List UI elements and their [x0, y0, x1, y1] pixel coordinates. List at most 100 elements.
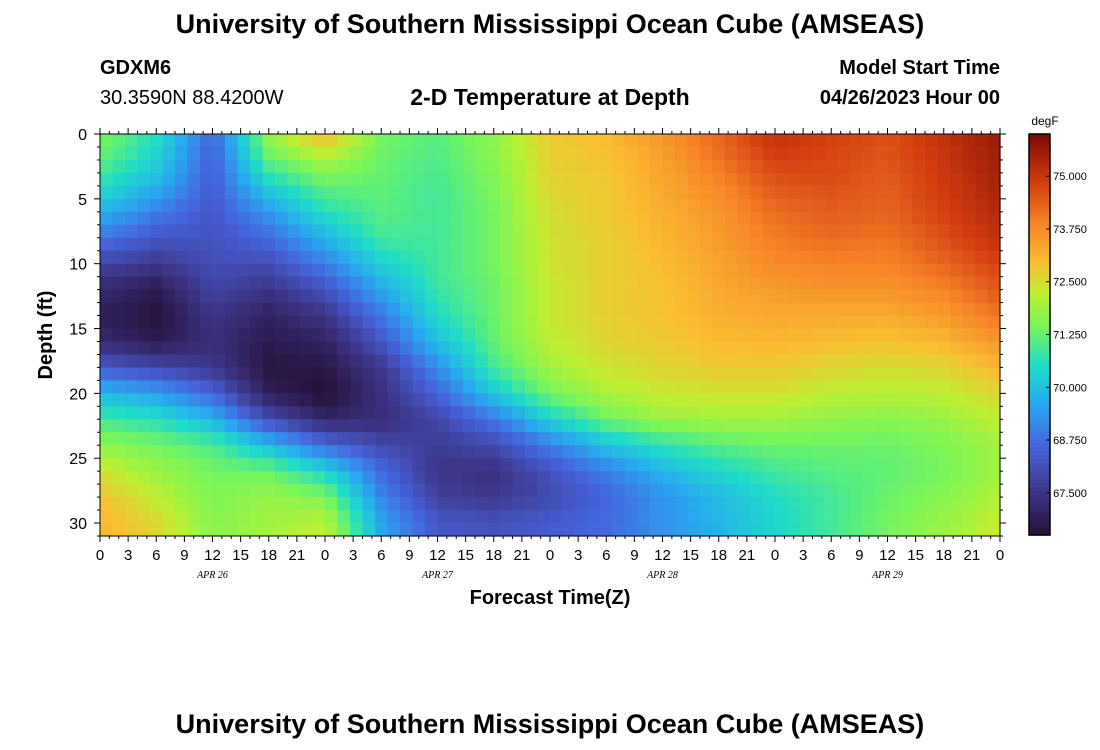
heatmap-cell — [975, 198, 989, 213]
heatmap-cell — [362, 237, 376, 252]
heatmap-cell — [200, 484, 214, 498]
heatmap-cell — [812, 341, 826, 356]
heatmap-cell — [700, 250, 714, 265]
heatmap-cell — [800, 393, 814, 407]
heatmap-cell — [975, 134, 989, 148]
heatmap-cell — [812, 237, 826, 252]
heatmap-cell — [762, 432, 776, 446]
heatmap-cell — [825, 419, 839, 433]
heatmap-cell — [800, 432, 814, 446]
heatmap-cell — [300, 510, 314, 524]
heatmap-cell — [300, 315, 314, 330]
heatmap-cell — [425, 341, 439, 356]
heatmap-cell — [337, 185, 351, 200]
heatmap-cell — [225, 159, 239, 174]
heatmap-cell — [325, 198, 339, 213]
heatmap-cell — [525, 354, 539, 369]
heatmap-cell — [275, 159, 289, 174]
colorbar-swatch — [1029, 430, 1050, 436]
heatmap-cell — [250, 237, 264, 252]
heatmap-cell — [650, 445, 664, 459]
heatmap-cell — [875, 289, 889, 304]
heatmap-cell — [562, 250, 576, 265]
heatmap-cell — [387, 445, 401, 459]
heatmap-cell — [137, 159, 151, 174]
heatmap-cell — [925, 159, 939, 174]
heatmap-cell — [800, 315, 814, 330]
heatmap-cell — [437, 393, 451, 407]
heatmap-cell — [600, 328, 614, 343]
heatmap-cell — [600, 198, 614, 213]
heatmap-cell — [487, 523, 501, 537]
heatmap-cell — [487, 198, 501, 213]
heatmap-cell — [175, 432, 189, 446]
heatmap-cell — [462, 302, 476, 317]
heatmap-cell — [512, 380, 526, 394]
heatmap-cell — [687, 146, 701, 161]
heatmap-cell — [975, 458, 989, 472]
heatmap-cell — [512, 159, 526, 174]
heatmap-cell — [737, 497, 751, 511]
heatmap-cell — [750, 159, 764, 174]
heatmap-cell — [325, 237, 339, 252]
heatmap-cell — [925, 237, 939, 252]
heatmap-cell — [725, 497, 739, 511]
heatmap-cell — [712, 263, 726, 278]
heatmap-cell — [775, 237, 789, 252]
heatmap-cell — [550, 393, 564, 407]
colorbar-swatch — [1029, 302, 1050, 308]
heatmap-cell — [912, 458, 926, 472]
heatmap-cell — [225, 523, 239, 537]
heatmap-cell — [287, 289, 301, 304]
colorbar-swatch — [1029, 414, 1050, 420]
heatmap-cell — [462, 419, 476, 433]
heatmap-cell — [612, 289, 626, 304]
heatmap-cell — [900, 484, 914, 498]
heatmap-cell — [600, 367, 614, 381]
heatmap-cell — [325, 146, 339, 161]
heatmap-cell — [612, 471, 626, 485]
heatmap-cell — [337, 341, 351, 356]
heatmap-cell — [700, 380, 714, 394]
heatmap-cell — [325, 406, 339, 420]
heatmap-cell — [600, 134, 614, 148]
heatmap-cell — [950, 315, 964, 330]
heatmap-cell — [725, 367, 739, 381]
heatmap-cell — [100, 146, 114, 161]
heatmap-cell — [525, 134, 539, 148]
heatmap-cell — [162, 367, 176, 381]
heatmap-cell — [400, 198, 414, 213]
colorbar-swatch — [1029, 334, 1050, 340]
heatmap-cell — [800, 458, 814, 472]
heatmap-cell — [450, 419, 464, 433]
heatmap-cell — [450, 289, 464, 304]
heatmap-cell — [600, 510, 614, 524]
heatmap-cell — [850, 315, 864, 330]
heatmap-cell — [550, 276, 564, 291]
heatmap-cell — [250, 185, 264, 200]
heatmap-cell — [737, 328, 751, 343]
heatmap-cell — [437, 523, 451, 537]
heatmap-cell — [275, 354, 289, 369]
heatmap-cell — [400, 315, 414, 330]
heatmap-cell — [250, 134, 264, 148]
heatmap-cell — [512, 393, 526, 407]
heatmap-cell — [837, 393, 851, 407]
colorbar-swatch — [1029, 178, 1050, 183]
heatmap-cell — [275, 237, 289, 252]
heatmap-cell — [750, 134, 764, 148]
colorbar-swatch — [1029, 346, 1050, 352]
heatmap-cell — [475, 393, 489, 407]
heatmap-cell — [225, 367, 239, 381]
heatmap-cell — [412, 198, 426, 213]
heatmap-cell — [387, 510, 401, 524]
heatmap-cell — [675, 172, 689, 187]
heatmap-cell — [525, 484, 539, 498]
heatmap-cell — [337, 354, 351, 369]
heatmap-cell — [625, 159, 639, 174]
heatmap-cell — [450, 354, 464, 369]
heatmap-cell — [350, 289, 364, 304]
heatmap-cell — [912, 328, 926, 343]
heatmap-cell — [775, 380, 789, 394]
heatmap-cell — [112, 263, 126, 278]
